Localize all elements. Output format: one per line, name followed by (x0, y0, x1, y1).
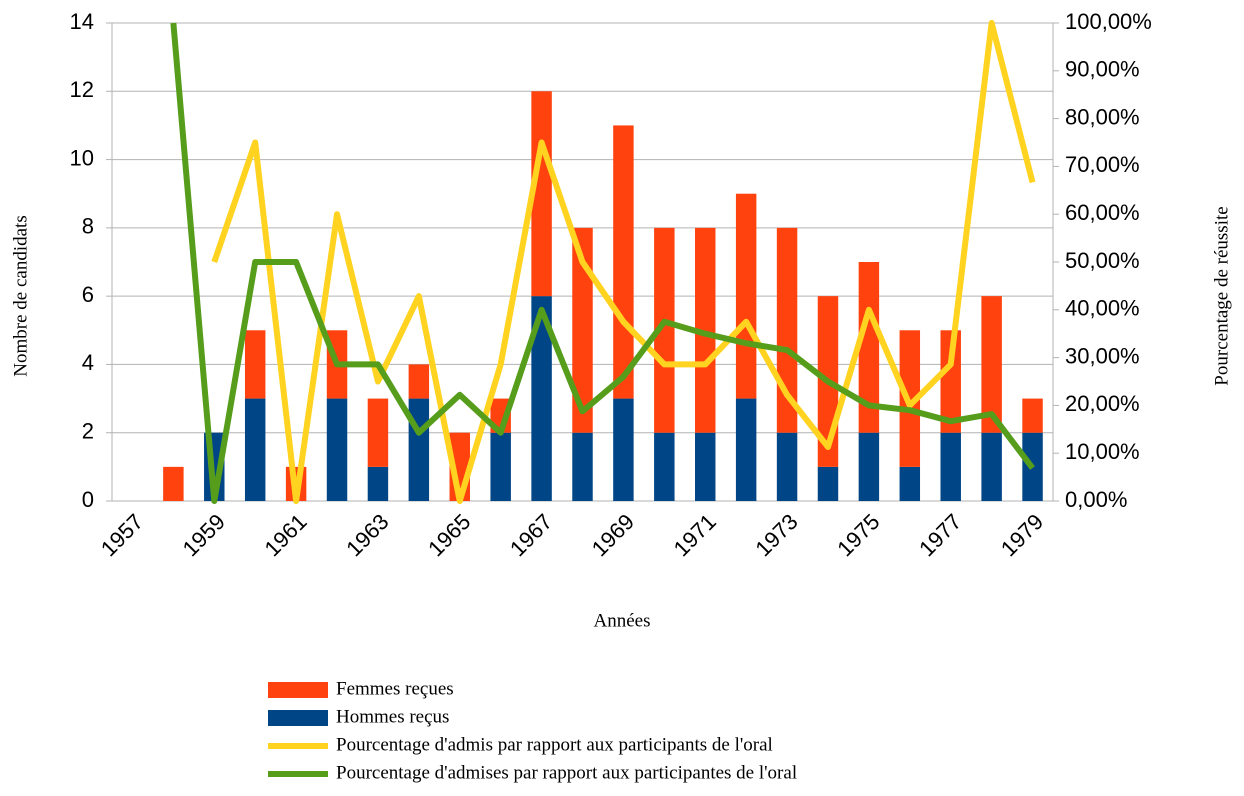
bar (367, 466, 389, 501)
y-tick-label: 4 (82, 350, 94, 375)
bar (613, 398, 634, 501)
x-tick-label: 1973 (750, 509, 802, 561)
y-tick-label: 12 (70, 77, 94, 102)
bar (735, 193, 757, 399)
bar (940, 432, 961, 501)
x-tick-label: 1959 (178, 509, 230, 561)
y-tick-label: 10 (70, 145, 94, 170)
y-tick-label: 0 (82, 487, 94, 512)
y2-tick-label: 100,00% (1065, 9, 1152, 34)
line (170, 22, 1035, 504)
legend-swatch (268, 682, 328, 698)
x-tick-label: 1961 (259, 509, 311, 561)
bar (654, 432, 675, 501)
legend-label: Hommes reçus (336, 706, 449, 727)
bar (858, 262, 880, 433)
y-tick-label: 8 (82, 214, 94, 239)
legend-swatch (268, 710, 328, 726)
bar (695, 227, 716, 433)
y2-tick-label: 0,00% (1065, 487, 1127, 512)
bar (490, 432, 511, 501)
x-axis-title: Années (594, 610, 651, 631)
bar (572, 227, 593, 433)
bar (244, 398, 266, 501)
bar (981, 296, 1002, 433)
x-tick-label: 1975 (832, 509, 884, 561)
line (211, 20, 1036, 504)
bar (654, 227, 675, 433)
bar (1022, 398, 1043, 433)
y-tick-label: 14 (70, 9, 94, 34)
x-tick-label: 1977 (914, 509, 966, 561)
x-tick-label: 1969 (587, 509, 639, 561)
bar (531, 296, 552, 501)
bar (367, 398, 389, 467)
bar (899, 466, 921, 501)
x-tick-label: 1963 (341, 509, 393, 561)
y-tick-label: 6 (82, 282, 94, 307)
bar (408, 364, 430, 399)
bar (858, 432, 880, 501)
bar (817, 466, 839, 501)
bar (572, 432, 593, 501)
bar (613, 125, 634, 399)
y-axis-title: Nombre de candidats (10, 215, 31, 376)
x-tick-label: 1957 (96, 509, 148, 561)
bar (695, 432, 716, 501)
x-tick-label: 1967 (505, 509, 557, 561)
bar (940, 330, 961, 433)
y2-tick-label: 50,00% (1065, 248, 1140, 273)
y2-tick-label: 70,00% (1065, 152, 1140, 177)
y2-tick-label: 20,00% (1065, 391, 1140, 416)
bar (776, 432, 798, 501)
bar (531, 91, 552, 297)
y2-tick-label: 90,00% (1065, 57, 1140, 82)
y2-axis-title: Pourcentage de réussite (1211, 206, 1232, 385)
y2-tick-label: 40,00% (1065, 296, 1140, 321)
legend-label: Pourcentage d'admis par rapport aux part… (336, 734, 773, 755)
y2-tick-label: 60,00% (1065, 200, 1140, 225)
legend-label: Femmes reçues (336, 678, 454, 699)
x-tick-label: 1965 (423, 509, 475, 561)
bar (163, 466, 184, 501)
x-tick-label: 1971 (669, 509, 721, 561)
y2-tick-label: 30,00% (1065, 343, 1140, 368)
y2-tick-label: 10,00% (1065, 439, 1140, 464)
bar (244, 330, 266, 399)
bar (735, 398, 757, 501)
y2-tick-label: 80,00% (1065, 104, 1140, 129)
x-tick-label: 1979 (996, 509, 1048, 561)
bar (408, 398, 430, 501)
y-tick-label: 2 (82, 419, 94, 444)
bar (326, 398, 348, 501)
legend-label: Pourcentage d'admises par rapport aux pa… (336, 762, 797, 783)
bar (981, 432, 1002, 501)
